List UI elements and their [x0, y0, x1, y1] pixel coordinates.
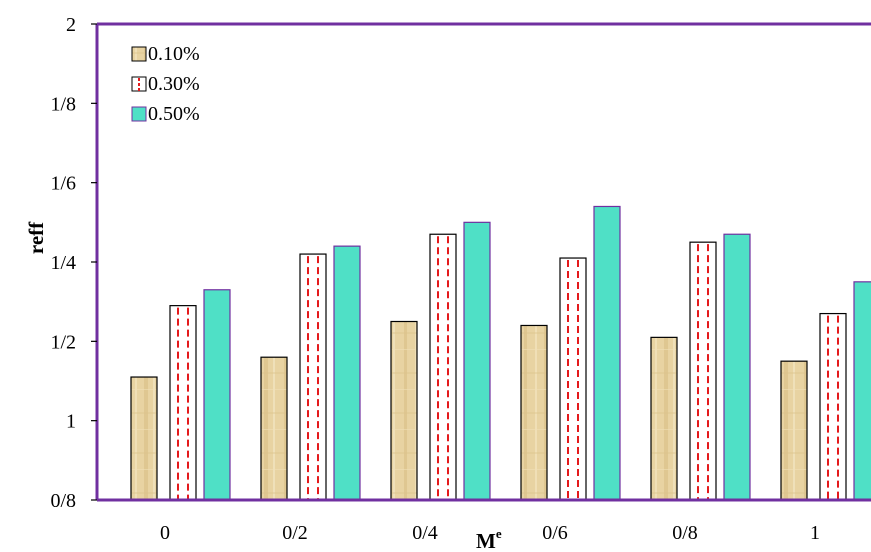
bar-2-4	[723, 233, 751, 501]
bar-fill	[689, 241, 717, 501]
bar-fill	[429, 233, 457, 501]
bar-2-5	[853, 281, 871, 501]
legend-label: 0.50%	[148, 103, 200, 125]
bar-fill	[559, 257, 587, 501]
bar-2-0	[203, 289, 231, 501]
y-axis-title: reff	[24, 221, 48, 254]
bar-1-5	[819, 312, 847, 501]
y-tick-label: 1/8	[50, 93, 76, 115]
legend-swatch	[131, 106, 147, 122]
bar-fill	[463, 221, 491, 501]
bar-0-1	[260, 356, 288, 501]
bar-fill	[819, 312, 847, 501]
bar-fill	[390, 320, 418, 501]
y-tick-label: 1/2	[50, 331, 76, 353]
legend-swatch	[131, 46, 147, 62]
legend-item-1: 0.30%	[131, 73, 200, 95]
legend: 0.10% 0.30% 0.50%	[131, 43, 200, 125]
bar-1-1	[299, 253, 327, 501]
bar-2-2	[463, 221, 491, 501]
y-tick-label: 1/6	[50, 173, 76, 195]
bars	[130, 205, 871, 501]
bar-fill	[650, 336, 678, 501]
bar-0-0	[130, 376, 158, 501]
x-axis-title-main: M	[476, 529, 496, 552]
x-axis-title-sup: e	[496, 526, 502, 541]
x-tick-label: 0	[160, 522, 170, 544]
x-tick-label: 0/6	[542, 522, 568, 544]
bar-fill	[130, 376, 158, 501]
bar-fill	[169, 305, 197, 501]
legend-item-2: 0.50%	[131, 103, 200, 125]
legend-label: 0.30%	[148, 73, 200, 95]
bar-fill	[593, 205, 621, 501]
bar-0-3	[520, 324, 548, 501]
x-tick-labels: 0 0/2 0/4 0/6 0/8 1	[160, 522, 820, 544]
x-tick-label: 0/2	[282, 522, 308, 544]
bar-fill	[780, 360, 808, 501]
bar-fill	[853, 281, 871, 501]
bar-1-2	[429, 233, 457, 501]
legend-item-0: 0.10%	[131, 43, 200, 65]
y-tick-label: 1/4	[50, 252, 76, 274]
bar-fill	[723, 233, 751, 501]
bar-fill	[299, 253, 327, 501]
y-tick-label: 2	[66, 14, 76, 36]
y-tick-label: 1	[66, 411, 76, 433]
y-tick-labels: 0/8 1 1/2 1/4 1/6 1/8 2	[50, 14, 97, 512]
bar-0-4	[650, 336, 678, 501]
bar-fill	[203, 289, 231, 501]
bar-0-2	[390, 320, 418, 501]
x-axis-title: Me	[476, 526, 502, 552]
x-tick-label: 0/8	[672, 522, 698, 544]
legend-label: 0.10%	[148, 43, 200, 65]
y-tick-label: 0/8	[50, 490, 76, 512]
bar-2-1	[333, 245, 361, 501]
bar-1-0	[169, 305, 197, 501]
x-tick-label: 0/4	[412, 522, 438, 544]
bar-fill	[520, 324, 548, 501]
bar-1-4	[689, 241, 717, 501]
bar-0-5	[780, 360, 808, 501]
bar-1-3	[559, 257, 587, 501]
x-tick-label: 1	[810, 522, 820, 544]
bar-fill	[333, 245, 361, 501]
bar-fill	[260, 356, 288, 501]
bar-2-3	[593, 205, 621, 501]
